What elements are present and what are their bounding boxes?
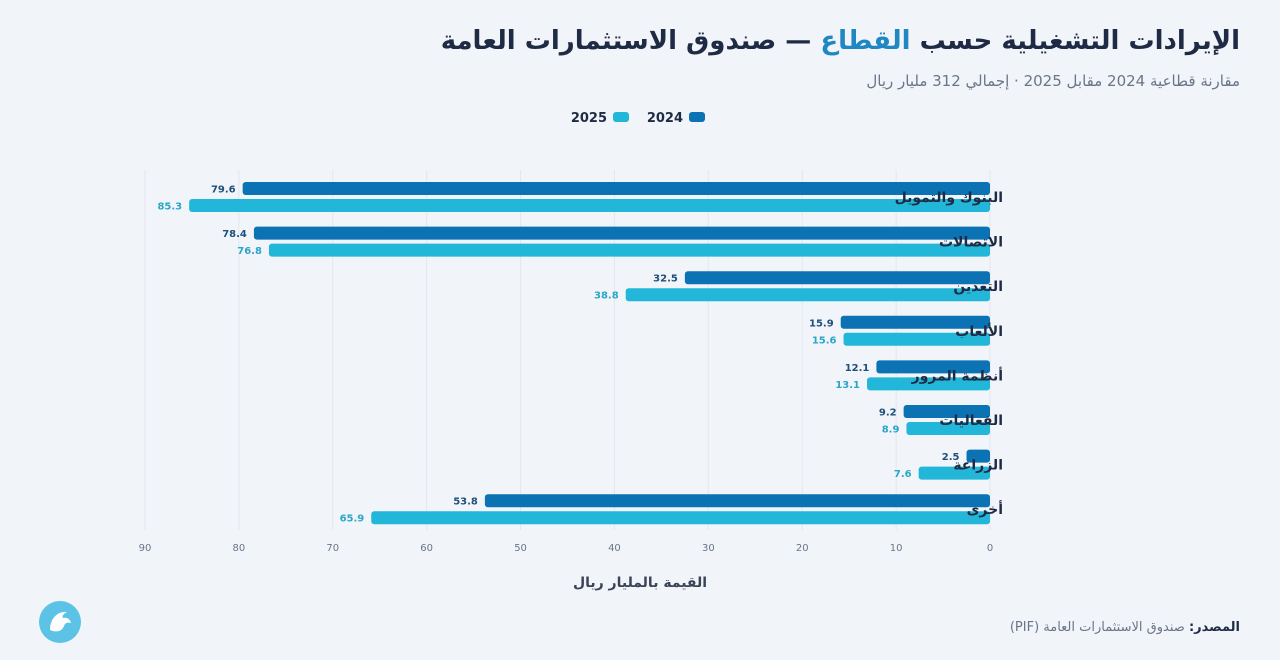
bar-2025 (918, 466, 990, 480)
data-label: 38.8 (594, 291, 619, 302)
bar-2025 (371, 511, 990, 525)
source-text: صندوق الاستثمارات العامة (PIF) (1009, 620, 1185, 635)
bar-2024 (840, 315, 990, 329)
category-label: الاتصالات (939, 235, 1003, 251)
data-label: 78.4 (222, 229, 247, 240)
bar-2024 (242, 182, 991, 195)
category-label: الزراعة (953, 458, 1003, 474)
x-tick-label: 50 (514, 543, 527, 554)
legend-label: 2025 (571, 111, 607, 126)
category-label: البنوك والتمويل (895, 190, 1003, 206)
data-label: 8.9 (882, 425, 900, 436)
data-label: 13.1 (835, 380, 860, 391)
data-label: 76.8 (237, 246, 262, 257)
x-tick-label: 40 (608, 543, 621, 554)
x-axis-title: القيمة بالمليار ريال (573, 575, 707, 591)
bar-2025 (843, 332, 990, 346)
x-tick-label: 20 (796, 543, 809, 554)
source-note: المصدر: صندوق الاستثمارات العامة (PIF) (1010, 620, 1240, 635)
x-tick-label: 10 (890, 543, 903, 554)
page-subtitle: مقارنة قطاعية 2024 مقابل 2025 · إجمالي 3… (866, 72, 1240, 90)
x-tick-label: 80 (233, 543, 246, 554)
data-label: 2.5 (942, 452, 960, 463)
bar-2024 (876, 360, 990, 374)
legend-label: 2024 (647, 111, 683, 126)
title-highlight: القطاع (820, 26, 911, 56)
data-label: 12.1 (845, 363, 870, 374)
legend-swatch (613, 112, 629, 122)
bar-2025 (906, 422, 990, 435)
x-tick-label: 60 (420, 543, 433, 554)
category-label: الألعاب (955, 323, 1003, 340)
bar-2024 (966, 449, 990, 463)
data-label: 65.9 (340, 514, 365, 525)
page-title: الإيرادات التشغيلية حسب القطاع — صندوق ا… (441, 26, 1240, 56)
data-label: 15.6 (812, 335, 837, 346)
bar-2024 (484, 494, 990, 508)
bar-2025 (625, 288, 990, 302)
bar-2025 (867, 377, 990, 391)
data-label: 79.6 (211, 185, 236, 196)
x-tick-label: 30 (702, 543, 715, 554)
data-label: 7.6 (894, 469, 912, 480)
x-tick-label: 70 (326, 543, 339, 554)
x-tick-label: 0 (987, 543, 993, 554)
title-main: الإيرادات التشغيلية حسب (919, 26, 1240, 56)
bar-2024 (684, 271, 990, 285)
category-label: التعدين (953, 279, 1003, 295)
bar-2025 (189, 199, 990, 212)
falcon-logo-icon (39, 601, 81, 643)
bar-2024 (253, 226, 990, 240)
bar-2025 (268, 243, 990, 257)
x-tick-label: 90 (139, 543, 152, 554)
legend-swatch (689, 112, 705, 122)
data-label: 85.3 (157, 202, 182, 213)
data-label: 15.9 (809, 318, 834, 329)
category-label: أخرى (967, 500, 1003, 518)
title-suffix: — صندوق الاستثمارات العامة (440, 26, 812, 56)
source-label: المصدر: (1188, 620, 1240, 635)
data-label: 32.5 (653, 274, 678, 285)
category-label: أنظمة المرور (911, 366, 1003, 384)
category-label: الفعاليات (939, 413, 1003, 429)
bar-2024 (903, 405, 990, 418)
data-label: 53.8 (453, 497, 478, 508)
data-label: 9.2 (879, 408, 897, 419)
